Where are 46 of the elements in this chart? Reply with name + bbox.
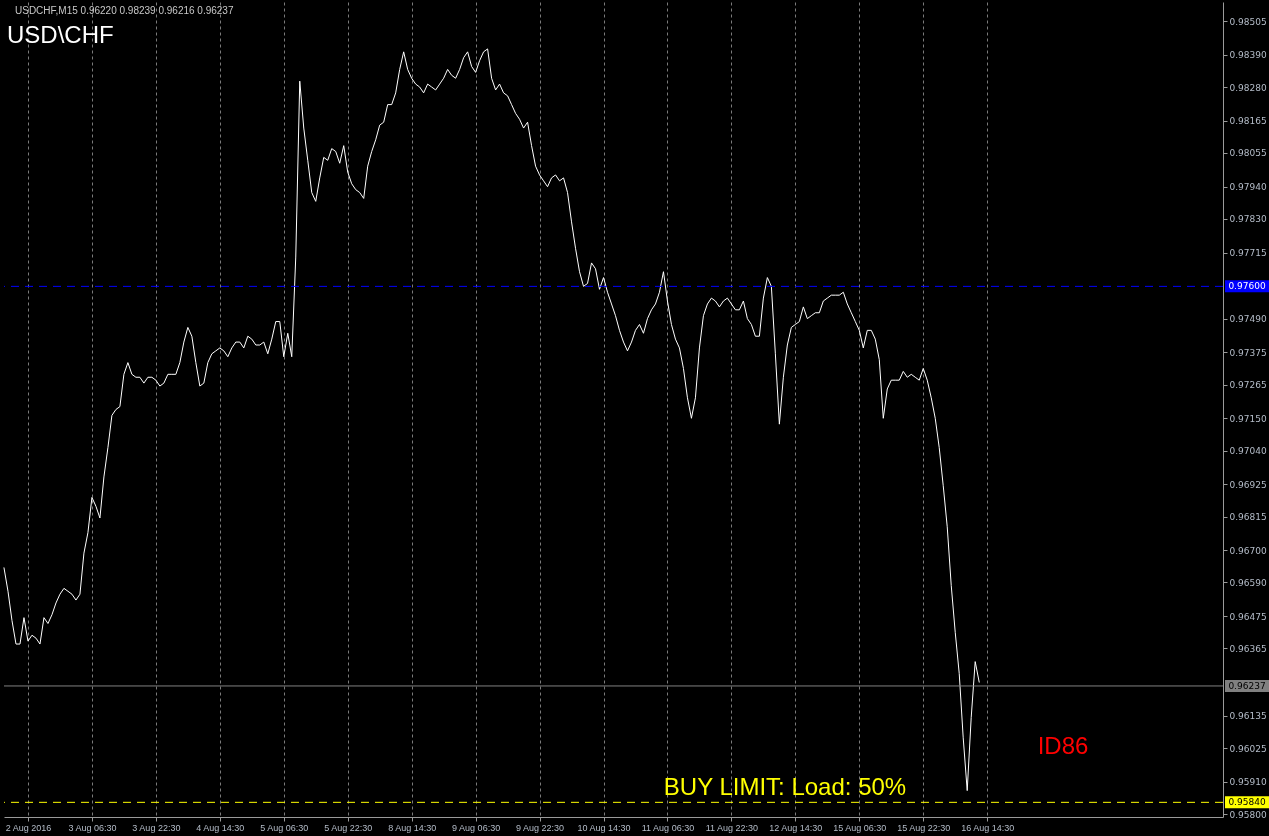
y-tick-label: 0.96135 <box>1229 711 1267 722</box>
x-tick-label: 10 Aug 14:30 <box>577 822 631 833</box>
ref-line-label: 0.97600 <box>1228 281 1266 292</box>
y-tick-label: 0.97940 <box>1229 182 1267 193</box>
y-tick-label: 0.98280 <box>1229 82 1267 93</box>
x-tick-label: 2 Aug 2016 <box>5 822 52 833</box>
y-tick-label: 0.98390 <box>1229 50 1267 61</box>
x-tick-label: 5 Aug 22:30 <box>324 822 373 833</box>
annotation: USDCHF,M15 0.96220 0.98239 0.96216 0.96237 <box>15 5 234 16</box>
y-tick-label: 0.96815 <box>1229 512 1267 523</box>
x-tick-label: 15 Aug 06:30 <box>833 822 887 833</box>
y-tick-label: 0.98055 <box>1229 148 1267 159</box>
x-tick-label: 12 Aug 14:30 <box>769 822 823 833</box>
x-tick-label: 11 Aug 06:30 <box>641 822 695 833</box>
annotation: ID86 <box>1037 732 1089 759</box>
y-tick-label: 0.97490 <box>1229 314 1267 325</box>
y-tick-label: 0.97040 <box>1229 446 1267 457</box>
x-tick-label: 3 Aug 06:30 <box>68 822 117 833</box>
y-tick-label: 0.97715 <box>1229 248 1267 259</box>
x-tick-label: 5 Aug 06:30 <box>260 822 309 833</box>
y-tick-label: 0.97265 <box>1229 380 1267 391</box>
annotation: BUY LIMIT: Load: 50% <box>663 773 907 801</box>
x-tick-label: 15 Aug 22:30 <box>897 822 951 833</box>
y-tick-label: 0.98505 <box>1229 16 1267 27</box>
y-tick-label: 0.97150 <box>1229 413 1267 424</box>
x-tick-label: 8 Aug 14:30 <box>388 822 437 833</box>
x-tick-label: 9 Aug 06:30 <box>452 822 501 833</box>
text: USD\CHF <box>7 21 114 48</box>
x-tick-label: 11 Aug 22:30 <box>705 822 759 833</box>
y-tick-label: 0.95910 <box>1229 777 1267 788</box>
ref-line-label: 0.95840 <box>1228 797 1266 808</box>
y-tick-label: 0.95800 <box>1229 809 1267 820</box>
y-tick-label: 0.96475 <box>1229 611 1267 622</box>
y-tick-label: 0.96590 <box>1229 577 1267 588</box>
x-tick-label: 16 Aug 14:30 <box>961 822 1015 833</box>
y-tick-label: 0.96925 <box>1229 479 1267 490</box>
y-tick-label: 0.97830 <box>1229 214 1267 225</box>
y-tick-label: 0.96700 <box>1229 545 1267 556</box>
y-tick-label: 0.98165 <box>1229 116 1267 127</box>
y-tick-label: 0.97375 <box>1229 347 1267 358</box>
y-tick-label: 0.96365 <box>1229 643 1267 654</box>
x-tick-label: 3 Aug 22:30 <box>132 822 181 833</box>
x-tick-label: 4 Aug 14:30 <box>196 822 245 833</box>
ref-line-label: 0.96237 <box>1228 680 1266 691</box>
x-tick-label: 9 Aug 22:30 <box>516 822 565 833</box>
y-tick-label: 0.96025 <box>1229 743 1267 754</box>
